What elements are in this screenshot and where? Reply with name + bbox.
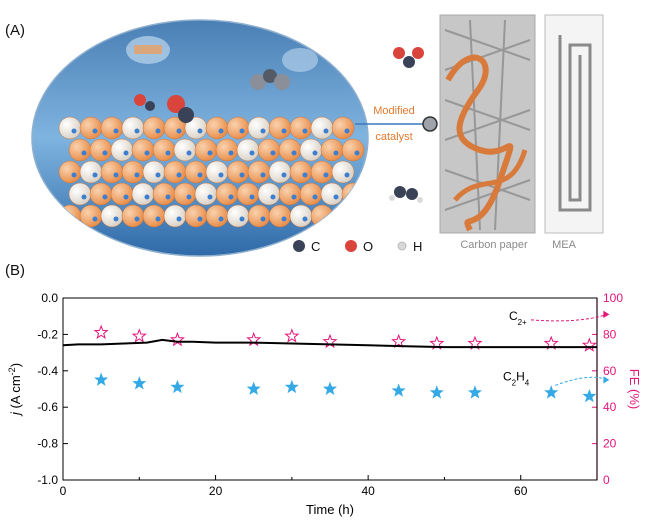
callout-label-line1: Modified — [373, 105, 415, 117]
y-left-tick-label: -0.8 — [37, 437, 58, 451]
panel-a-illustration: Modified catalyst Carbon paper MEA C O — [31, 14, 604, 257]
y-right-tick-label: 100 — [603, 291, 623, 305]
c2h4-fe-point — [323, 381, 337, 395]
annotation-arrowhead-c2h4 — [603, 376, 610, 384]
c2h4-fe-point — [582, 388, 597, 403]
legend-h-label: H — [413, 239, 422, 254]
y-left-tick-label: -0.4 — [37, 364, 58, 378]
annotation-arrow-c2plus — [530, 313, 608, 322]
x-tick-label: 40 — [361, 484, 375, 498]
c2h4-fe-point — [544, 385, 559, 399]
annotation-c2h4: C2H4 — [503, 369, 530, 387]
c2plus-fe-point — [131, 328, 147, 343]
y-left-tick-label: -0.6 — [37, 400, 58, 414]
mea-label: MEA — [552, 239, 577, 251]
y-right-axis-title: FE (%) — [627, 369, 642, 409]
y-right-tick-label: 40 — [603, 400, 617, 414]
callout-marker — [422, 116, 438, 132]
c2plus-fe-point — [581, 337, 597, 352]
c2plus-fe-point — [93, 324, 109, 339]
c2h4-fe-point — [467, 385, 482, 399]
atom-legend: C O H — [293, 239, 422, 254]
y-left-axis-title: j (A cm-2) — [7, 363, 23, 417]
y-right-tick-label: 80 — [603, 327, 617, 341]
carbon-paper-label: Carbon paper — [460, 239, 528, 251]
x-tick-label: 60 — [514, 484, 528, 498]
y-right-tick-label: 20 — [603, 437, 617, 451]
mea-illustration — [544, 14, 604, 234]
oxygen-atom-icon — [345, 240, 357, 252]
panel-b-label: (B) — [5, 262, 25, 279]
legend-o-label: O — [363, 239, 373, 254]
hydrogen-atom-icon — [397, 241, 407, 251]
current-density-line — [62, 338, 597, 349]
c2plus-fe-point — [284, 328, 300, 343]
c2h4-fe-point — [246, 381, 261, 395]
y-right-tick-label: 60 — [603, 364, 617, 378]
ethylene-molecule-icon — [389, 186, 423, 203]
c2h4-fe-point — [170, 379, 185, 394]
c2h4-fe-point — [94, 372, 109, 386]
c2h4-fe-point — [391, 383, 406, 397]
x-axis-title: Time (h) — [306, 502, 354, 517]
x-tick-label: 0 — [60, 484, 67, 498]
c2plus-fe-point — [169, 331, 185, 347]
annotation-arrowhead-c2plus — [603, 310, 610, 319]
y-left-tick-label: 0.0 — [41, 291, 58, 305]
catalyst-scene — [31, 19, 369, 257]
y-right-tick-label: 0 — [603, 473, 610, 487]
plot-frame — [62, 297, 598, 481]
x-tick-label: 20 — [209, 484, 223, 498]
c2h4-fe-point — [429, 385, 444, 399]
annotation-arrow-c2h4 — [555, 376, 608, 386]
stability-chart: 0 20 40 60 -1.0 -0.8 -0.6 -0.4 -0.2 0.0 100 80 60 40 2… — [7, 291, 642, 517]
c2h4-fe-point — [132, 376, 147, 390]
co2-molecule-icon — [393, 47, 424, 68]
c2h4-fe-point — [284, 379, 299, 394]
y-left-tick-label: -0.2 — [37, 327, 58, 341]
callout-label-line2: catalyst — [375, 131, 412, 143]
y-left-tick-label: -1.0 — [37, 473, 58, 487]
c2plus-fe-point — [391, 333, 407, 349]
panel-a-label: (A) — [5, 22, 25, 39]
annotation-c2plus: C2+ — [509, 309, 527, 327]
legend-c-label: C — [311, 239, 320, 254]
carbon-atom-icon — [293, 240, 305, 252]
carbon-paper-illustration — [439, 14, 536, 234]
